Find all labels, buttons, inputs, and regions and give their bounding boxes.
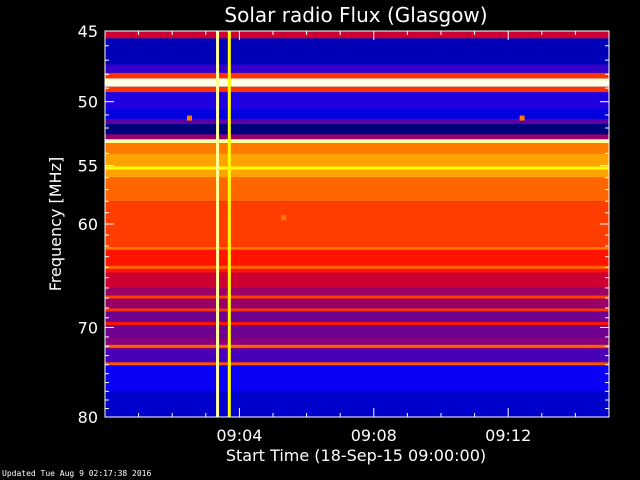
frequency-band bbox=[105, 109, 609, 119]
frequency-band bbox=[105, 272, 609, 288]
interference-spot bbox=[187, 115, 192, 121]
frequency-band bbox=[105, 201, 609, 246]
frequency-band bbox=[105, 118, 609, 125]
x-tick-label: 09:12 bbox=[485, 426, 531, 445]
emission-line bbox=[105, 295, 609, 299]
emission-line bbox=[105, 265, 609, 269]
frequency-band bbox=[105, 38, 609, 65]
y-tick-label: 55 bbox=[78, 157, 98, 176]
y-tick-label: 80 bbox=[78, 408, 98, 427]
x-axis: 09:04 09:08 09:12 bbox=[104, 31, 610, 445]
emission-line bbox=[105, 81, 609, 85]
interference-spot bbox=[281, 215, 287, 221]
frequency-band bbox=[105, 86, 609, 93]
frequency-band bbox=[105, 92, 609, 110]
burst-line bbox=[216, 31, 220, 417]
frequency-band bbox=[105, 349, 609, 365]
emission-line bbox=[105, 322, 609, 326]
frequency-band bbox=[105, 391, 609, 417]
y-tick-label: 60 bbox=[78, 215, 98, 234]
emission-line bbox=[105, 139, 609, 143]
frequency-band bbox=[105, 364, 609, 392]
emission-line bbox=[105, 246, 609, 250]
y-axis-label: Frequency [MHz] bbox=[46, 157, 65, 291]
interference-spot bbox=[519, 115, 525, 121]
frequency-band bbox=[105, 134, 609, 140]
plot-area bbox=[104, 30, 610, 418]
y-tick-label: 45 bbox=[78, 22, 98, 41]
frequency-band bbox=[105, 143, 609, 154]
y-tick-label: 50 bbox=[78, 93, 98, 112]
emission-line bbox=[105, 362, 609, 366]
updated-timestamp: Updated Tue Aug 9 02:17:38 2016 bbox=[2, 469, 152, 478]
x-tick-label: 09:08 bbox=[351, 426, 397, 445]
y-axis: 45 50 55 60 70 80 bbox=[78, 22, 609, 427]
emission-line bbox=[105, 308, 609, 312]
frequency-band bbox=[105, 72, 609, 79]
frequency-band bbox=[105, 153, 609, 178]
frequency-band bbox=[105, 124, 609, 135]
emission-line bbox=[105, 166, 609, 170]
burst-line bbox=[227, 31, 231, 417]
x-axis-label: Start Time (18-Sep-15 09:00:00) bbox=[226, 446, 486, 465]
chart-title: Solar radio Flux (Glasgow) bbox=[224, 3, 487, 27]
y-tick-label: 70 bbox=[78, 318, 98, 337]
frequency-band bbox=[105, 31, 609, 39]
frequency-band bbox=[105, 177, 609, 202]
emission-line bbox=[105, 344, 609, 348]
frequency-band bbox=[105, 64, 609, 73]
x-tick-label: 09:04 bbox=[216, 426, 262, 445]
